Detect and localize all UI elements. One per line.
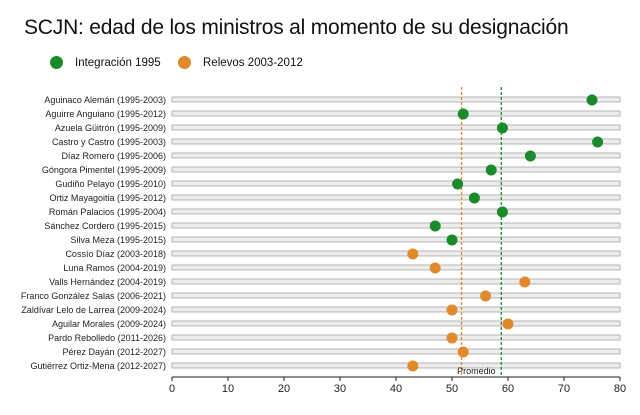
data-point: [446, 234, 458, 246]
row-track: [171, 348, 621, 355]
row-label: Ortiz Mayagoitia (1995-2012): [49, 193, 166, 203]
row-label: Gudiño Pelayo (1995-2010): [55, 179, 166, 189]
row-track: [171, 334, 621, 341]
legend-label-integracion: Integración 1995: [75, 56, 161, 69]
data-point: [485, 164, 497, 176]
row-track: [171, 138, 621, 145]
row-label: Luna Ramos (2004-2019): [63, 263, 166, 273]
x-tick-label: 0: [169, 383, 175, 395]
data-point: [457, 346, 469, 358]
row-track: [171, 180, 621, 187]
row-track: [171, 124, 621, 131]
legend-label-relevos: Relevos 2003-2012: [203, 56, 303, 69]
data-point: [524, 150, 536, 162]
data-point: [586, 94, 598, 106]
x-tick-label: 80: [614, 383, 626, 395]
data-point: [480, 290, 492, 302]
data-point: [429, 220, 441, 232]
row-track: [171, 362, 621, 369]
row-label: Cossío Díaz (2003-2018): [65, 249, 166, 259]
row-track: [171, 292, 621, 299]
x-tick-label: 50: [446, 383, 458, 395]
data-point: [407, 248, 419, 260]
row-track: [171, 236, 621, 243]
legend-item-relevos: Relevos 2003-2012: [178, 56, 303, 69]
data-point: [519, 276, 531, 288]
data-point: [446, 304, 458, 316]
row-label: Franco González Salas (2006-2021): [21, 291, 166, 301]
row-label: Díaz Romero (1995-2006): [61, 151, 166, 161]
row-label: Valls Hernández (2004-2019): [49, 277, 166, 287]
data-point: [407, 360, 419, 372]
x-tick-label: 60: [502, 383, 514, 395]
row-label: Aguilar Morales (2009-2024): [52, 319, 166, 329]
row-track: [171, 278, 621, 285]
data-point: [468, 192, 480, 204]
data-point: [502, 318, 514, 330]
row-track: [171, 152, 621, 159]
data-point: [452, 178, 464, 190]
legend-dot-green-icon: [50, 56, 63, 69]
row-track: [171, 320, 621, 327]
row-track: [171, 194, 621, 201]
row-label: Sánchez Cordero (1995-2015): [44, 221, 166, 231]
legend-item-integracion: Integración 1995: [50, 56, 161, 69]
row-label: Silva Meza (1995-2015): [70, 235, 166, 245]
row-label: Góngora Pimentel (1995-2009): [42, 165, 166, 175]
row-track: [171, 110, 621, 117]
row-label: Pardo Rebolledo (2011-2026): [48, 333, 166, 343]
row-label: Pérez Dayán (2012-2027): [62, 347, 166, 357]
row-label: Gutiérrez Ortiz-Mena (2012-2027): [30, 361, 166, 371]
x-tick-label: 70: [558, 383, 570, 395]
average-label: Promedio: [457, 366, 496, 376]
row-label: Aguirre Anguiano (1995-2012): [45, 109, 166, 119]
x-tick-label: 40: [390, 383, 402, 395]
row-track: [171, 96, 621, 103]
row-track: [171, 250, 621, 257]
data-point: [457, 108, 469, 120]
row-track: [171, 306, 621, 313]
row-track: [171, 166, 621, 173]
row-track: [171, 208, 621, 215]
data-point: [496, 122, 508, 134]
row-label: Zaldívar Lelo de Larrea (2009-2024): [21, 305, 166, 315]
x-tick-label: 10: [222, 383, 234, 395]
x-tick-label: 20: [278, 383, 290, 395]
chart-title: SCJN: edad de los ministros al momento d…: [24, 16, 569, 39]
data-point: [496, 206, 508, 218]
row-label: Román Palacios (1995-2004): [49, 207, 166, 217]
row-track: [171, 264, 621, 271]
data-point: [592, 136, 604, 148]
row-label: Aguinaco Alemán (1995-2003): [44, 95, 166, 105]
x-tick-label: 30: [334, 383, 346, 395]
row-label: Azuela Güitrón (1995-2009): [55, 123, 166, 133]
row-label: Castro y Castro (1995-2003): [52, 137, 166, 147]
legend-dot-orange-icon: [178, 56, 191, 69]
data-point: [429, 262, 441, 274]
data-point: [446, 332, 458, 344]
row-track: [171, 222, 621, 229]
